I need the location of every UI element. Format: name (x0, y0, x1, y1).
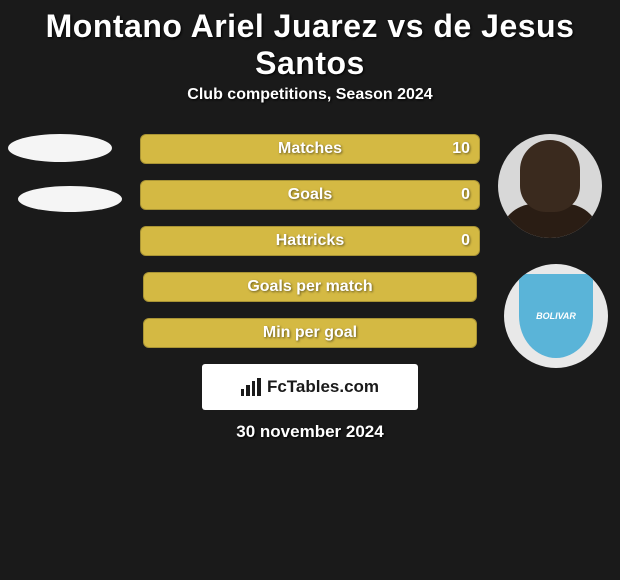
stat-bar-goals: Goals 0 (140, 180, 480, 210)
avatar-head (520, 140, 580, 212)
stat-bar-goals-per-match: Goals per match (140, 272, 480, 302)
stat-value: 0 (461, 232, 470, 250)
watermark-text: FcTables.com (267, 377, 379, 397)
subtitle: Club competitions, Season 2024 (0, 86, 620, 134)
main-title: Montano Ariel Juarez vs de Jesus Santos (0, 0, 620, 86)
stat-label: Matches (278, 140, 342, 158)
stat-bar-hattricks: Hattricks 0 (140, 226, 480, 256)
player-left-avatar-placeholder (8, 134, 112, 162)
watermark-logo: FcTables.com (202, 364, 418, 410)
club-left-logo-placeholder (18, 186, 122, 212)
stat-value: 10 (452, 140, 470, 158)
stat-value: 0 (461, 186, 470, 204)
stat-bar-min-per-goal: Min per goal (140, 318, 480, 348)
stat-label: Hattricks (276, 232, 344, 250)
stat-bars: Matches 10 Goals 0 Hattricks 0 Goals per… (140, 134, 480, 348)
stats-area: BOLIVAR Matches 10 Goals 0 Hattricks 0 (0, 134, 620, 442)
infographic-container: Montano Ariel Juarez vs de Jesus Santos … (0, 0, 620, 442)
club-right-logo: BOLIVAR (504, 264, 608, 368)
stat-label: Goals per match (247, 278, 372, 296)
stat-label: Goals (288, 186, 332, 204)
player-right-avatar (498, 134, 602, 238)
club-shield-icon: BOLIVAR (519, 274, 593, 358)
date-text: 30 november 2024 (0, 422, 620, 442)
club-shield-text: BOLIVAR (536, 311, 576, 321)
bar-chart-icon (241, 378, 261, 396)
stat-label: Min per goal (263, 324, 357, 342)
stat-bar-matches: Matches 10 (140, 134, 480, 164)
